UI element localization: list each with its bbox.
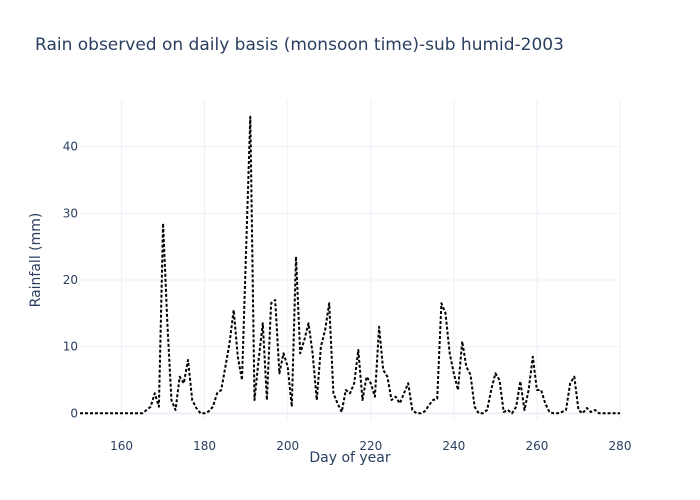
x-tick-label: 260 [525,439,548,453]
grid-layer [80,100,621,420]
y-tick-label: 20 [63,273,78,287]
line-layer [80,115,620,415]
x-tick-label: 220 [359,439,382,453]
y-tick-label: 0 [70,406,78,420]
x-tick-label: 180 [193,439,216,453]
tick-layer: 160 180 200 220 240 260 280 0 10 20 30 40 [63,140,632,453]
y-tick-label: 10 [63,340,78,354]
x-tick-label: 200 [276,439,299,453]
x-tick-label: 280 [609,439,632,453]
chart-title: Rain observed on daily basis (monsoon ti… [35,35,564,55]
x-tick-label: 160 [110,439,133,453]
y-axis-label: Rainfall (mm) [28,213,44,308]
y-tick-label: 30 [63,206,78,220]
x-tick-label: 240 [442,439,465,453]
rainfall-series-line [80,115,620,415]
x-axis-label: Day of year [309,450,391,466]
y-tick-label: 40 [63,140,78,154]
